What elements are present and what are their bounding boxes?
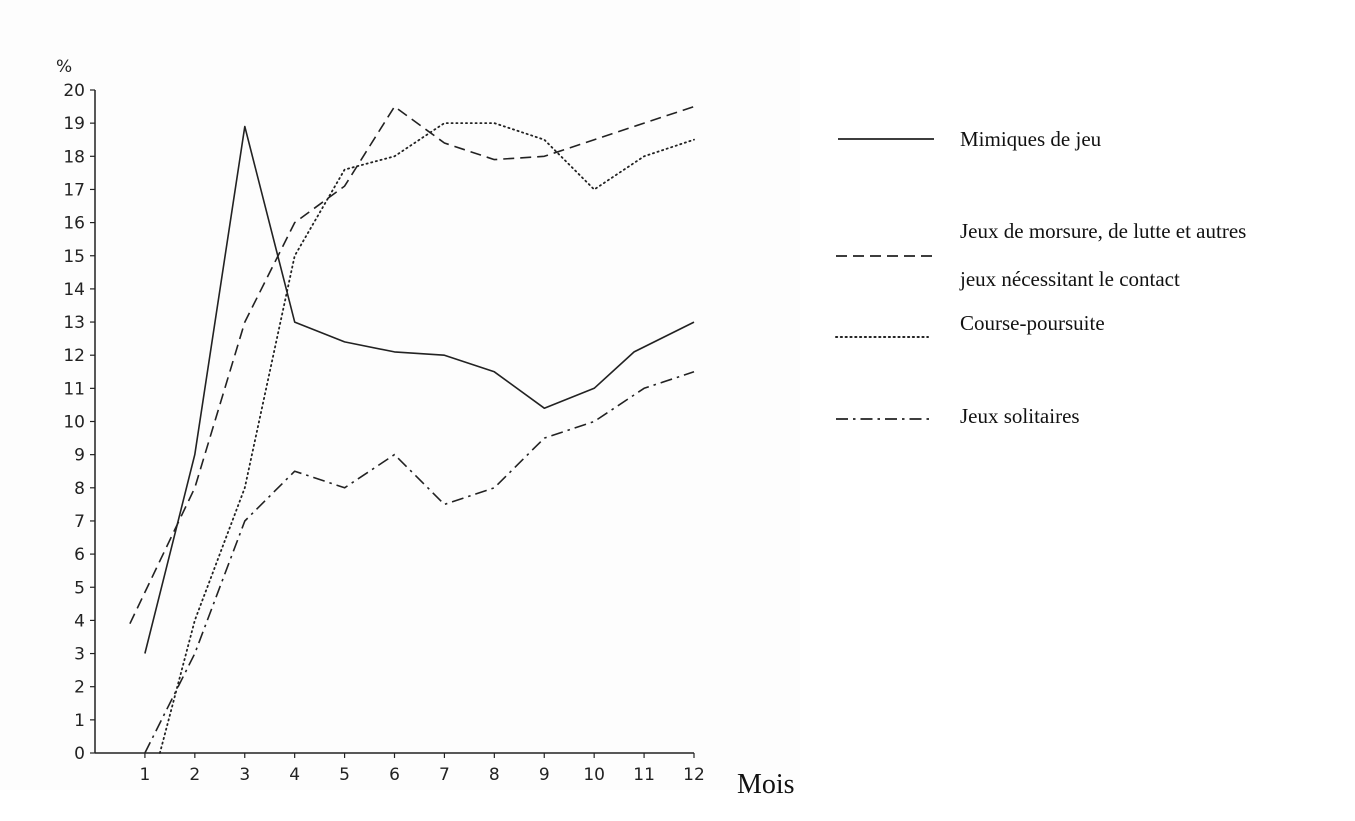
y-tick-label: 8	[74, 479, 85, 499]
x-tick-label: 4	[289, 765, 300, 785]
y-tick-label: 20	[63, 81, 85, 101]
y-tick-label: 7	[74, 512, 85, 532]
legend-item-mimiques-de-jeu: Mimiques de jeu	[838, 127, 1102, 151]
x-tick-label: 8	[489, 765, 500, 785]
series-line-jeux-de-morsure-de-lutte-et-autres-jeux-necessitant-le-contact	[129, 105, 695, 625]
y-tick-label: 14	[63, 280, 85, 300]
y-tick-label: 3	[74, 645, 85, 665]
y-tick-label: 19	[63, 114, 85, 134]
y-tick-label: 12	[63, 346, 85, 366]
x-tick-label: 2	[189, 765, 200, 785]
x-tick-label: 9	[539, 765, 550, 785]
x-tick-label: 6	[389, 765, 400, 785]
legend-item-course-poursuite: Course-poursuite	[835, 311, 1105, 338]
y-tick-label: 10	[63, 413, 85, 433]
legend-label: Course-poursuite	[960, 311, 1105, 335]
y-tick-label: 16	[63, 214, 85, 234]
x-tick-label: 12	[683, 765, 705, 785]
x-tick-label: 10	[583, 765, 605, 785]
legend-label: Jeux solitaires	[960, 404, 1080, 428]
y-tick-label: 15	[63, 247, 85, 267]
legend: Mimiques de jeu Jeux de morsure, de lutte…	[835, 127, 1246, 428]
plot-panel	[0, 0, 800, 790]
legend-item-jeux-solitaires: Jeux solitaires	[836, 404, 1080, 428]
x-tick-label: 5	[339, 765, 350, 785]
x-tick-label: 1	[140, 765, 151, 785]
legend-label: Mimiques de jeu	[960, 127, 1102, 151]
y-tick-label: 17	[63, 180, 85, 200]
legend-item-jeux-de-morsure-de-lutte-et-autres-jeux-necessitant-le-contact: Jeux de morsure, de lutte et autres jeux …	[836, 219, 1246, 291]
y-tick-label: 5	[74, 578, 85, 598]
legend-label: jeux nécessitant le contact	[959, 267, 1180, 291]
legend-label: Jeux de morsure, de lutte et autres	[960, 219, 1246, 243]
x-axis-title: Mois	[737, 769, 795, 800]
y-tick-label: 18	[63, 147, 85, 167]
x-tick-label: 3	[239, 765, 250, 785]
y-axis-unit-label: %	[56, 57, 72, 77]
series-line-course-poursuite	[159, 122, 695, 754]
series-line-jeux-solitaires	[144, 371, 695, 754]
y-tick-label: 11	[63, 379, 85, 399]
series-group	[129, 105, 695, 754]
y-tick-label: 0	[74, 744, 85, 764]
y-tick-label: 2	[74, 678, 85, 698]
y-tick-label: 6	[74, 545, 85, 565]
y-tick-label: 1	[74, 711, 85, 731]
x-tick-label: 11	[633, 765, 655, 785]
y-tick-label: 13	[63, 313, 85, 333]
y-tick-label: 4	[74, 611, 85, 631]
y-tick-label: 9	[74, 446, 85, 466]
series-line-mimiques-de-jeu	[144, 125, 695, 654]
x-tick-label: 7	[439, 765, 450, 785]
